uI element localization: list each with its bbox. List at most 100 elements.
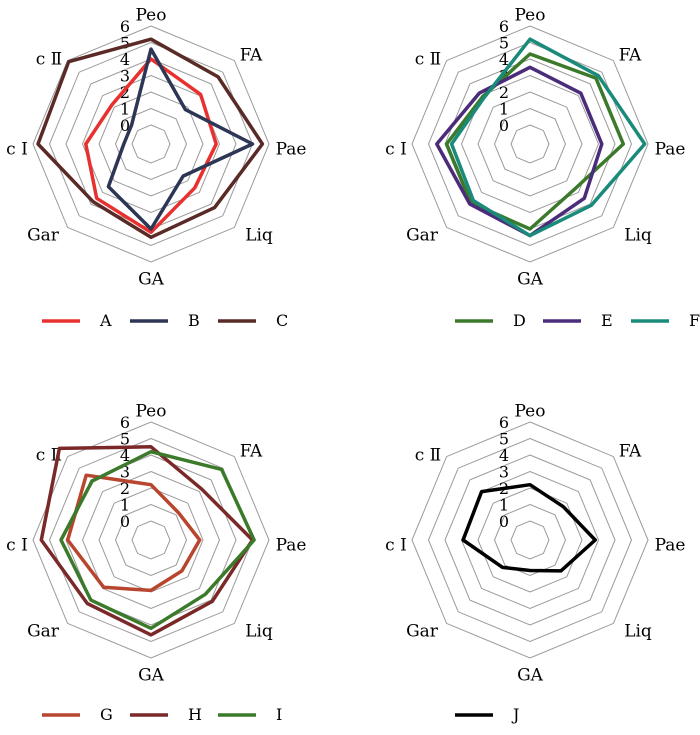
- axis-label: FA: [619, 442, 642, 462]
- grid-ring: [477, 487, 583, 593]
- axis-label: Peo: [515, 402, 546, 422]
- legend-label-C: C: [276, 311, 288, 330]
- series-E-line: [435, 65, 604, 238]
- tick-label: 2: [120, 83, 130, 102]
- series-lines: [461, 482, 597, 573]
- series-F-line: [449, 37, 647, 238]
- grid-ring: [493, 503, 567, 577]
- axis-label: FA: [240, 442, 263, 462]
- series-lines: [435, 37, 647, 238]
- grid-ring: [48, 41, 254, 247]
- legend: G H I: [42, 705, 282, 724]
- grid-ring: [493, 107, 567, 181]
- axis-label: Gar: [406, 226, 439, 246]
- tick-label: 6: [499, 413, 509, 432]
- axis-label: Pae: [655, 140, 686, 160]
- axis-labels: Peo FA Pae Liq GA Gar c I c Ⅱ: [385, 402, 685, 686]
- axis-label: Liq: [624, 622, 652, 642]
- grid-ring: [510, 520, 550, 560]
- legend-label-F: F: [689, 311, 700, 330]
- tick-label: 3: [120, 67, 130, 86]
- grid-ring: [114, 107, 188, 181]
- grid-ring: [32, 421, 270, 659]
- axis-label: c Ⅱ: [415, 446, 441, 466]
- axis-label: FA: [619, 46, 642, 66]
- tick-label: 3: [120, 463, 130, 482]
- axis-label: c I: [385, 140, 407, 160]
- legend-label-D: D: [513, 311, 526, 330]
- tick-label: 1: [120, 100, 130, 119]
- grid-ring: [427, 437, 633, 643]
- axis-label: Gar: [27, 622, 60, 642]
- tick-label: 4: [120, 446, 130, 465]
- axis-label: GA: [517, 666, 544, 686]
- grid-ring: [477, 91, 583, 197]
- tick-label: 5: [499, 34, 509, 53]
- axis-label: Liq: [245, 226, 273, 246]
- grid-ring: [411, 25, 649, 263]
- legend: A B C: [42, 311, 288, 330]
- tick-label: 5: [120, 34, 130, 53]
- axis-label: Liq: [245, 622, 273, 642]
- grid-ring: [131, 520, 171, 560]
- series-A-line: [84, 57, 218, 235]
- legend-label-I: I: [276, 705, 282, 724]
- legend: D E F: [455, 311, 700, 330]
- axis-label: c I: [6, 536, 28, 556]
- axis-label: Peo: [136, 402, 167, 422]
- axis-label: Pae: [655, 536, 686, 556]
- series-H-line: [39, 445, 255, 637]
- series-I-line: [59, 449, 256, 631]
- tick-label: 6: [499, 17, 509, 36]
- tick-label: 4: [499, 50, 509, 69]
- grid-rings: [411, 421, 649, 659]
- axis-label: Peo: [515, 6, 546, 26]
- tick-label: 1: [120, 496, 130, 515]
- series-D-line: [444, 52, 626, 231]
- tick-label: 5: [120, 430, 130, 449]
- series-B-line: [106, 47, 255, 231]
- series-G-line: [65, 473, 202, 593]
- tick-label: 6: [120, 413, 130, 432]
- tick-label: 2: [499, 83, 509, 102]
- legend: J: [455, 705, 519, 724]
- axis-label: Peo: [136, 6, 167, 26]
- tick-label: 6: [120, 17, 130, 36]
- grid-ring: [131, 124, 171, 164]
- grid-ring: [81, 74, 221, 214]
- tick-label: 4: [499, 446, 509, 465]
- grid-ring: [98, 487, 204, 593]
- axis-label: c Ⅱ: [415, 50, 441, 70]
- legend-label-A: A: [99, 311, 112, 330]
- axis-label: Gar: [27, 226, 60, 246]
- legend-label-J: J: [511, 705, 519, 724]
- legend-label-B: B: [188, 311, 200, 330]
- tick-label: 2: [120, 479, 130, 498]
- tick-label: 5: [499, 430, 509, 449]
- grid-ring: [444, 454, 616, 626]
- series-C-line: [36, 37, 265, 240]
- axis-label: Pae: [276, 140, 307, 160]
- series-lines: [39, 445, 256, 637]
- axis-label: c I: [385, 536, 407, 556]
- axis-label: GA: [138, 666, 165, 686]
- grid-ring: [98, 91, 204, 197]
- tick-label: 3: [499, 463, 509, 482]
- tick-label: 0: [120, 116, 130, 135]
- tick-label: 0: [499, 116, 509, 135]
- axis-label: Pae: [276, 536, 307, 556]
- grid-ring: [81, 470, 221, 610]
- series-J-line: [461, 482, 597, 573]
- legend-label-E: E: [601, 311, 613, 330]
- grid-ring: [32, 25, 270, 263]
- grid-ring: [65, 58, 237, 230]
- axis-label: Gar: [406, 622, 439, 642]
